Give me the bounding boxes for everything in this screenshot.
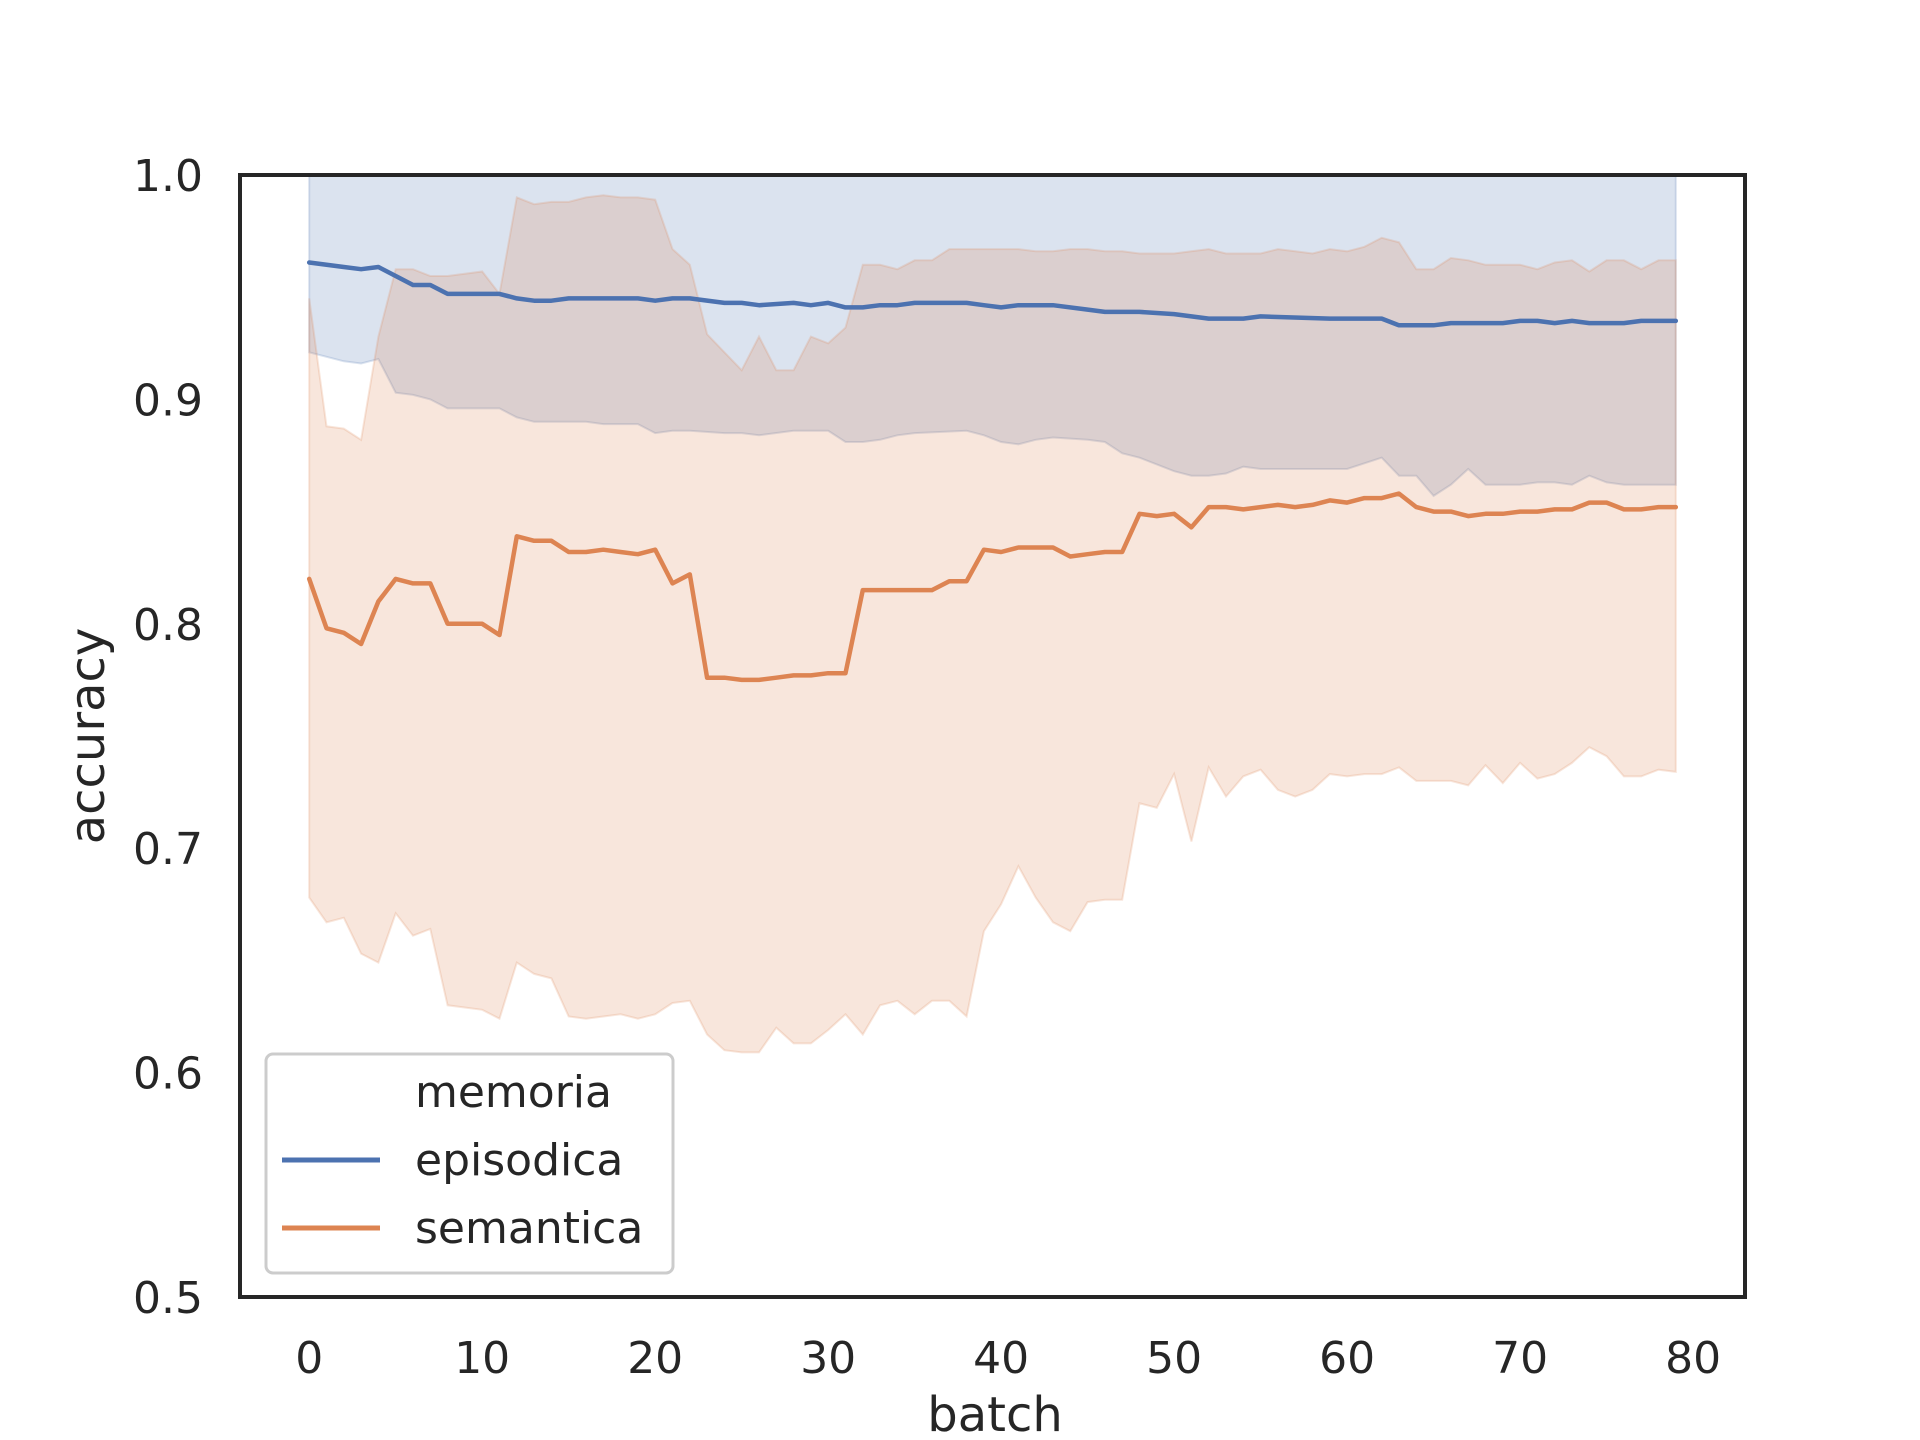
legend-label-episodica: episodica bbox=[415, 1135, 623, 1186]
confidence-band-episodica bbox=[308, 175, 1677, 498]
y-tick-label: 0.5 bbox=[133, 1273, 203, 1324]
y-tick-label: 1.0 bbox=[133, 151, 203, 202]
series-line-episodica bbox=[306, 260, 1679, 328]
x-tick-label: 50 bbox=[1146, 1333, 1202, 1384]
plot-frame bbox=[238, 173, 1747, 1299]
x-tick-label: 60 bbox=[1319, 1333, 1375, 1384]
x-axis-label: batch bbox=[927, 1387, 1063, 1440]
legend-title: memoria bbox=[415, 1067, 612, 1118]
confidence-bands bbox=[308, 175, 1677, 1054]
x-tick-label: 40 bbox=[973, 1333, 1029, 1384]
x-tick-label: 20 bbox=[627, 1333, 683, 1384]
y-axis-label: accuracy bbox=[60, 628, 116, 845]
y-tick-label: 0.6 bbox=[133, 1049, 203, 1100]
y-tick-label: 0.7 bbox=[133, 824, 203, 875]
x-tick-label: 0 bbox=[295, 1333, 323, 1384]
legend: memoria episodica semantica bbox=[264, 1052, 675, 1275]
x-tick-label: 30 bbox=[800, 1333, 856, 1384]
y-axis-ticks: 0.5 0.6 0.7 0.8 0.9 1.0 bbox=[133, 151, 203, 1324]
legend-label-semantica: semantica bbox=[415, 1203, 643, 1254]
x-tick-label: 80 bbox=[1665, 1333, 1721, 1384]
series-line-semantica bbox=[306, 491, 1679, 683]
legend-box bbox=[264, 1052, 675, 1275]
x-axis-ticks: 0 10 20 30 40 50 60 70 80 bbox=[295, 1333, 1721, 1384]
x-tick-label: 10 bbox=[454, 1333, 510, 1384]
series-lines bbox=[306, 260, 1679, 683]
y-tick-label: 0.8 bbox=[133, 600, 203, 651]
confidence-band-semantica bbox=[308, 194, 1677, 1054]
y-tick-label: 0.9 bbox=[133, 375, 203, 426]
x-tick-label: 70 bbox=[1492, 1333, 1548, 1384]
